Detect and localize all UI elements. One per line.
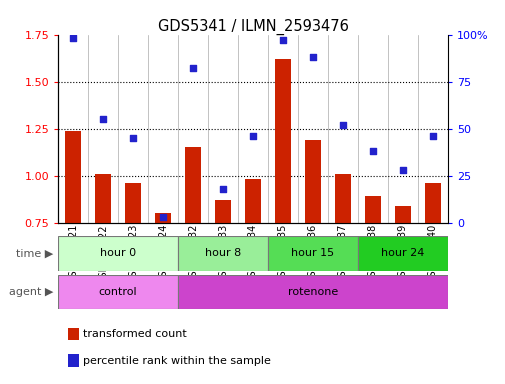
Bar xyxy=(125,183,141,223)
Bar xyxy=(155,214,171,223)
Bar xyxy=(334,174,350,223)
Bar xyxy=(65,131,81,223)
Text: percentile rank within the sample: percentile rank within the sample xyxy=(83,356,271,366)
Bar xyxy=(58,236,178,271)
Point xyxy=(398,167,406,173)
Text: hour 24: hour 24 xyxy=(380,248,424,258)
Point xyxy=(248,133,257,139)
Text: hour 15: hour 15 xyxy=(291,248,334,258)
Bar xyxy=(214,200,231,223)
Point xyxy=(308,54,316,60)
Bar xyxy=(304,140,321,223)
Point xyxy=(278,37,286,43)
Bar xyxy=(364,196,380,223)
Bar xyxy=(357,236,447,271)
Point xyxy=(338,122,346,128)
Point xyxy=(189,65,197,71)
Point xyxy=(428,133,436,139)
Bar xyxy=(424,183,440,223)
Text: time ▶: time ▶ xyxy=(16,248,53,258)
Text: GDS5341 / ILMN_2593476: GDS5341 / ILMN_2593476 xyxy=(157,19,348,35)
Bar xyxy=(274,59,291,223)
Bar xyxy=(184,147,201,223)
Point xyxy=(99,116,107,122)
Text: agent ▶: agent ▶ xyxy=(9,287,53,297)
Point xyxy=(129,135,137,141)
Text: hour 8: hour 8 xyxy=(205,248,241,258)
Point xyxy=(368,148,376,154)
Point xyxy=(69,35,77,41)
Text: control: control xyxy=(98,287,137,297)
Text: hour 0: hour 0 xyxy=(100,248,136,258)
Bar xyxy=(268,236,357,271)
Text: transformed count: transformed count xyxy=(83,329,187,339)
Point xyxy=(159,214,167,220)
Bar xyxy=(244,179,261,223)
Point xyxy=(219,186,227,192)
Bar xyxy=(178,275,447,309)
Bar xyxy=(394,206,410,223)
Bar xyxy=(95,174,111,223)
Text: rotenone: rotenone xyxy=(287,287,337,297)
Bar xyxy=(58,275,178,309)
Bar xyxy=(178,236,268,271)
